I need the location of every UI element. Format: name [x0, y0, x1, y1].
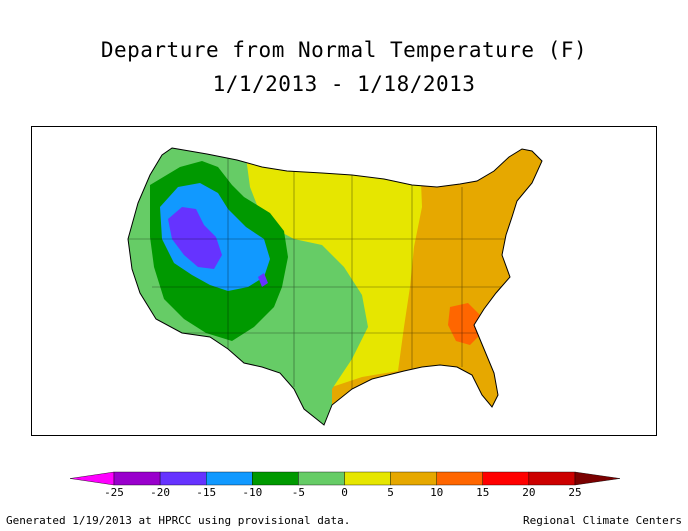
legend-color-block	[113, 471, 161, 486]
legend-tick-label: -25	[104, 486, 124, 499]
legend-tick-label: -20	[150, 486, 170, 499]
credit-text: Regional Climate Centers	[523, 514, 682, 527]
us-temperature-map	[127, 147, 543, 426]
legend-color-block	[574, 471, 621, 486]
legend-color-block	[436, 471, 484, 486]
legend-tick-label: 15	[476, 486, 489, 499]
map-title: Departure from Normal Temperature (F)	[100, 38, 588, 62]
legend-color-block	[528, 471, 576, 486]
map-frame	[31, 126, 657, 436]
legend-color-block	[205, 471, 253, 486]
legend-tick-label: 25	[568, 486, 581, 499]
us-outline	[127, 147, 543, 426]
map-date-range: 1/1/2013 - 1/18/2013	[212, 72, 476, 96]
legend-tick-label: 20	[522, 486, 535, 499]
legend-tick-label: 10	[430, 486, 443, 499]
region-idaho-utah-purple	[168, 207, 222, 269]
legend-color-block	[344, 471, 391, 486]
color-scale-legend: -25 -20 -15 -10 -5 0 5 10 15 20 25	[69, 471, 621, 499]
legend-tick-label: -15	[196, 486, 216, 499]
legend-color-block	[482, 471, 530, 486]
legend-color-block	[69, 471, 115, 486]
legend-color-block	[390, 471, 437, 486]
legend-color-block	[252, 471, 299, 486]
legend-tick-label: 0	[341, 486, 348, 499]
legend-color-block	[298, 471, 345, 486]
legend-tick-label: 5	[387, 486, 394, 499]
legend-color-block	[159, 471, 207, 486]
legend-tick-label: -5	[292, 486, 305, 499]
generated-note: Generated 1/19/2013 at HPRCC using provi…	[6, 514, 351, 527]
region-carolina-hotspot	[448, 303, 482, 345]
legend-tick-label: -10	[242, 486, 262, 499]
state-boundaries	[128, 148, 542, 389]
region-colorado-purple-spot	[258, 273, 268, 287]
